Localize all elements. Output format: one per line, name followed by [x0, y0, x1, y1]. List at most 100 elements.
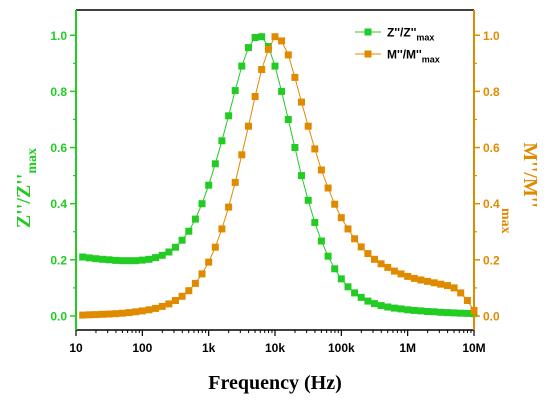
legend-marker-1 — [364, 50, 372, 58]
y-axis-right-title-main: M''/M'' — [519, 142, 541, 208]
series-0-point-17 — [191, 215, 199, 223]
series-0-point-3 — [99, 255, 106, 263]
series-1-point-14 — [172, 297, 179, 304]
y-left-tick-label-0: 0.0 — [50, 309, 67, 323]
x-tick-label-6: 10M — [462, 341, 485, 355]
y-right-tick-label-2: 0.4 — [483, 197, 500, 211]
series-0-point-15 — [178, 236, 186, 244]
series-0-point-51 — [417, 307, 425, 315]
legend-label-1: M''/M''max — [387, 48, 440, 65]
y-axis-right-title: M''/M'' max — [498, 142, 541, 233]
series-0-point-48 — [397, 305, 405, 313]
series-0-point-55 — [444, 309, 451, 317]
series-0-point-33 — [298, 172, 305, 180]
y-axis-left-title: Z''/Z''max — [13, 148, 40, 228]
y-right-tick-label-4: 0.8 — [483, 85, 500, 99]
series-layer — [79, 33, 478, 319]
series-1-point-4 — [105, 310, 113, 318]
series-1-point-46 — [384, 263, 392, 271]
series-1-point-49 — [404, 272, 412, 280]
series-0-point-11 — [152, 254, 160, 262]
series-0-point-44 — [371, 300, 378, 308]
series-0-point-47 — [390, 304, 398, 312]
series-0-point-49 — [404, 306, 412, 314]
series-1-point-51 — [417, 276, 425, 284]
series-0-point-20 — [211, 160, 219, 168]
series-0-point-30 — [278, 87, 286, 95]
series-0-point-5 — [112, 256, 120, 264]
series-0-point-1 — [85, 254, 93, 262]
series-0-point-52 — [424, 308, 432, 315]
series-0-point-54 — [437, 308, 445, 316]
series-1-point-16 — [185, 287, 193, 295]
series-1-point-40 — [344, 225, 352, 233]
series-0-point-32 — [291, 144, 299, 151]
series-1-point-31 — [284, 51, 292, 59]
series-0-point-16 — [185, 227, 193, 235]
y-axis-left: 0.0 0.2 0.4 0.6 0.8 1.0 — [50, 29, 76, 323]
series-1-point-52 — [424, 277, 432, 285]
series-0-point-2 — [92, 255, 100, 263]
series-0-point-27 — [258, 33, 266, 41]
series-1-point-2 — [92, 311, 100, 319]
series-0-point-0 — [79, 253, 87, 261]
series-1-point-44 — [371, 255, 378, 263]
legend-label-main-0: Z''/Z'' — [387, 26, 417, 40]
series-1-point-24 — [238, 151, 246, 159]
series-0-point-39 — [337, 275, 345, 283]
series-1-point-11 — [152, 304, 160, 312]
x-tick-label-1: 100 — [132, 341, 152, 355]
series-1-point-56 — [450, 284, 458, 292]
x-axis-title: Frequency (Hz) — [208, 372, 342, 394]
series-1-point-36 — [317, 166, 325, 174]
series-1-point-0 — [79, 311, 87, 319]
series-1-point-55 — [444, 282, 451, 290]
series-0-point-56 — [450, 309, 458, 317]
series-1-point-39 — [337, 214, 345, 222]
series-1-point-5 — [112, 310, 120, 318]
series-1-point-42 — [357, 243, 365, 251]
series-1-point-32 — [291, 73, 299, 81]
x-tick-label-4: 100k — [328, 341, 355, 355]
series-0-point-19 — [205, 181, 213, 189]
series-0-point-6 — [118, 257, 126, 265]
series-1-point-8 — [132, 308, 140, 316]
series-1-point-38 — [331, 200, 339, 208]
series-0-point-24 — [238, 62, 246, 70]
series-1-point-1 — [85, 311, 93, 319]
series-1-point-53 — [430, 279, 438, 287]
series-1-point-57 — [457, 289, 465, 297]
series-1-point-12 — [158, 302, 166, 310]
x-tick-label-5: 1M — [399, 341, 416, 355]
series-0-point-40 — [344, 283, 352, 291]
series-1-point-17 — [191, 279, 199, 287]
series-0-point-14 — [172, 243, 179, 251]
series-0-point-36 — [317, 237, 325, 245]
legend-label-main-1: M''/M'' — [387, 48, 422, 62]
series-1-point-45 — [377, 260, 385, 268]
legend-label-sub-0: max — [416, 33, 434, 43]
y-left-tick-label-3: 0.6 — [50, 141, 67, 155]
series-1-point-41 — [351, 235, 359, 243]
series-1-point-13 — [165, 300, 173, 308]
series-1-point-7 — [125, 309, 133, 317]
series-0-point-38 — [331, 265, 339, 273]
series-1-point-18 — [198, 270, 206, 278]
series-1-point-9 — [138, 307, 146, 315]
series-0-point-21 — [218, 137, 226, 145]
series-0-point-12 — [158, 251, 166, 259]
series-1-point-35 — [311, 145, 319, 153]
y-left-tick-label-2: 0.4 — [50, 197, 67, 211]
series-0-point-4 — [105, 256, 113, 264]
y-right-tick-label-3: 0.6 — [483, 141, 500, 155]
series-1-point-10 — [145, 306, 153, 314]
series-1-point-29 — [271, 33, 279, 41]
series-1-point-22 — [225, 203, 233, 211]
series-0-point-58 — [463, 309, 471, 317]
legend-label-0: Z''/Z''max — [387, 26, 434, 43]
series-0-point-8 — [132, 257, 140, 265]
series-0-point-37 — [324, 252, 332, 260]
series-1-point-3 — [99, 310, 106, 318]
series-0-point-23 — [231, 87, 239, 95]
